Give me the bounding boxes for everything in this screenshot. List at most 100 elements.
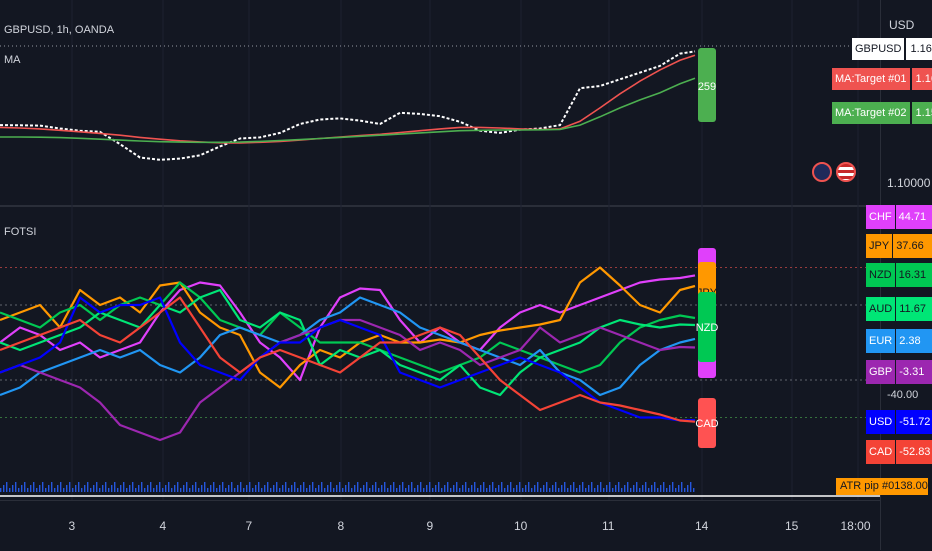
fotsi-label-name: CHF [866,205,895,229]
atr-bar [522,488,524,492]
atr-layer [0,482,880,497]
fotsi-label-value: 11.67 [896,297,932,321]
time-tick: 11 [602,519,615,533]
atr-bar [324,488,326,492]
price-pane-bg [0,0,880,205]
atr-bar [276,482,278,492]
atr-bar [81,488,83,492]
atr-bar [21,485,23,492]
atr-bar [534,485,536,492]
atr-bar [432,488,434,492]
atr-bar [300,485,302,492]
fotsi-label-name: NZD [866,263,895,287]
atr-bar [243,488,245,492]
price-label-name: GBPUSD [852,38,905,60]
atr-bar [285,482,287,492]
atr-bar [486,488,488,492]
atr-bar [114,482,116,492]
atr-bar [264,485,266,492]
atr-bar [198,488,200,492]
atr-bar [471,485,473,492]
atr-bar [675,488,677,492]
atr-bar [681,482,683,492]
atr-bar [636,482,638,492]
price-marker-tag [698,48,716,122]
atr-bar [489,485,491,492]
atr-bar [141,482,143,492]
atr-bar [657,488,659,492]
atr-bar [105,482,107,492]
atr-bar [627,482,629,492]
uk-flag-icon[interactable] [812,162,832,182]
atr-bar [60,482,62,492]
fotsi-label-name: GBP [866,360,896,384]
atr-bar [579,485,581,492]
atr-bar [468,488,470,492]
atr-bar [429,482,431,492]
atr-bar [270,488,272,492]
us-flag-icon[interactable] [836,162,856,182]
atr-bar [528,482,530,492]
time-tick: 4 [159,519,167,533]
atr-bar [360,488,362,492]
atr-bar [402,482,404,492]
atr-bar [618,482,620,492]
atr-bar [384,482,386,492]
fotsi-label-gbp: GBP -3.31 [862,360,932,384]
atr-bar [279,488,281,492]
atr-bar [603,488,605,492]
atr-bar [624,485,626,492]
atr-bar [477,488,479,492]
atr-bar [369,488,371,492]
atr-bar [69,482,71,492]
fotsi-label-name: JPY [866,234,893,258]
atr-bar [33,482,35,492]
atr-bar [648,488,650,492]
atr-bar [138,485,140,492]
time-tick: 3 [68,519,76,533]
atr-bar [456,482,458,492]
fotsi-title: FOTSI [4,226,37,238]
atr-bar [642,485,644,492]
price-label-value: 1.15764 [911,102,932,124]
atr-bar [51,482,53,492]
atr-bar [366,482,368,492]
atr-bar [135,488,137,492]
atr-bar [327,485,329,492]
fotsi-series-jpy [0,266,696,389]
atr-bar [540,488,542,492]
grid-layer [0,0,880,500]
atr-bar [450,488,452,492]
atr-label: ATR pip #01 38.00000 [836,478,932,495]
atr-bar [399,485,401,492]
atr-bar [525,485,527,492]
time-axis[interactable]: 3 4 7 8 9 10 11 14 15 18:00 [0,500,880,551]
fotsi-series-aud [0,288,696,397]
atr-bar [204,482,206,492]
atr-bar [36,488,38,492]
atr-bar [132,482,134,492]
currency-label: USD [889,18,915,32]
atr-bar [594,488,596,492]
atr-bar [144,488,146,492]
atr-bar [201,485,203,492]
atr-bar [24,482,26,492]
atr-bar [510,482,512,492]
atr-bar [66,485,68,492]
atr-bar [153,488,155,492]
atr-bar [27,488,29,492]
atr-bar [537,482,539,492]
atr-bar [444,485,446,492]
atr-bar [213,482,215,492]
atr-bar [447,482,449,492]
atr-bar [516,485,518,492]
atr-bar [72,488,74,492]
atr-bar [411,482,413,492]
atr-bar [666,488,668,492]
atr-bar [18,488,20,492]
atr-bar [237,485,239,492]
atr-bar [546,482,548,492]
atr-bar [267,482,269,492]
